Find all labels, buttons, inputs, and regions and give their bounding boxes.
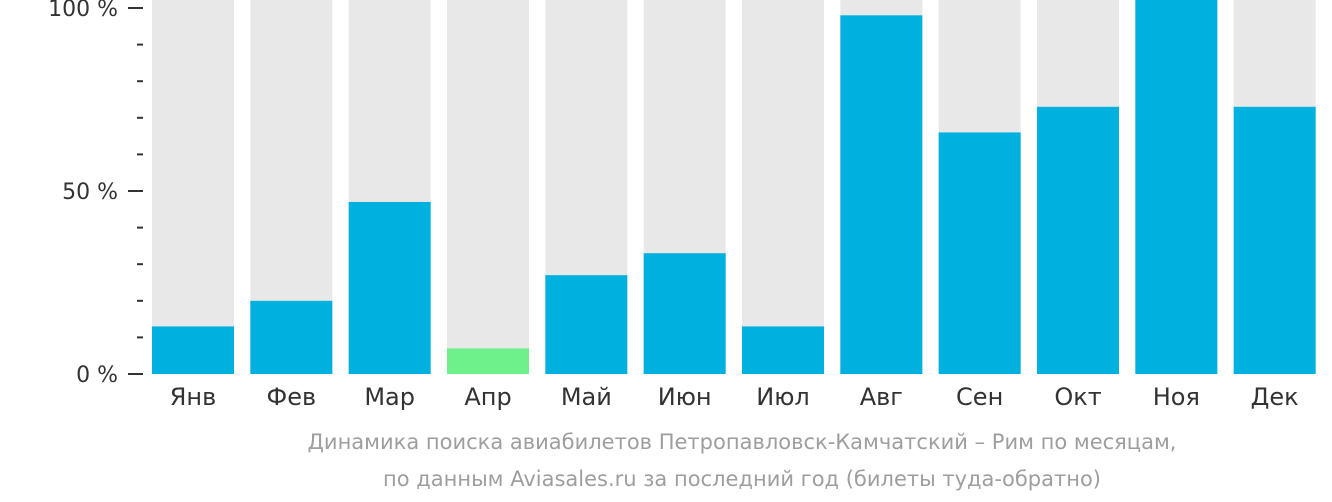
bar-1 [152,326,234,374]
bar-2 [250,300,333,374]
background-bar-1 [152,0,234,374]
bar-5 [545,275,628,374]
x-tick-label: Май [561,383,612,411]
y-axis: 0 % 50 % 100 % [48,0,143,388]
bar-4 [447,348,529,374]
chart-caption-line-2: по данным Aviasales.ru за последний год … [383,467,1101,491]
x-tick-label: Ноя [1153,383,1200,411]
x-tick-label: Янв [170,383,217,411]
x-tick-label: Мар [364,383,415,411]
x-axis: Янв Фев Мар Апр Май Июн Июл Авг Сен Окт Ноя Дек [170,383,1299,411]
x-tick-label: Фев [267,383,317,411]
x-tick-label: Июл [756,383,810,411]
x-tick-label: Дек [1251,383,1299,411]
chart-caption-line-1: Динамика поиска авиабилетов Петропавловс… [307,430,1177,454]
y-tick-label: 50 % [62,180,118,205]
bar-6 [643,253,726,374]
background-bar-7 [742,0,824,374]
x-tick-label: Окт [1054,383,1101,411]
bar-8 [840,15,923,374]
x-tick-label: Авг [860,383,903,411]
y-tick-label: 100 % [48,0,118,22]
background-bar-4 [447,0,529,374]
y-tick-label: 0 % [76,363,118,388]
bar-9 [938,132,1021,374]
bar-7 [742,326,824,374]
x-tick-label: Апр [464,383,511,411]
bar-11 [1135,0,1218,374]
bar-12 [1233,106,1316,374]
bar-3 [348,201,431,374]
x-tick-label: Сен [956,383,1003,411]
bar-chart: 0 % 50 % 100 % Янв Фев Мар Апр Май Июн Июл Авг Сен… [48,0,1316,411]
data-bars [152,0,1316,374]
bar-10 [1037,106,1119,374]
x-tick-label: Июн [658,383,712,411]
